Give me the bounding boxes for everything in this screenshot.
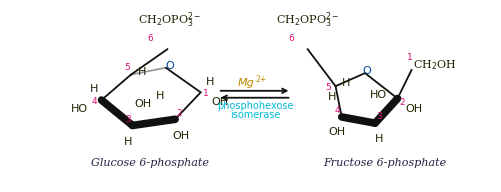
Text: H: H bbox=[90, 84, 98, 94]
Text: Mg: Mg bbox=[238, 78, 255, 88]
Text: H: H bbox=[328, 92, 336, 102]
Text: H: H bbox=[374, 134, 382, 144]
Text: 3: 3 bbox=[125, 115, 131, 124]
Text: H: H bbox=[342, 78, 350, 88]
Text: 3: 3 bbox=[375, 113, 381, 122]
Text: H: H bbox=[155, 91, 163, 101]
Text: OH: OH bbox=[328, 127, 345, 137]
Text: H: H bbox=[137, 67, 146, 77]
Text: H: H bbox=[205, 77, 214, 87]
Text: 1: 1 bbox=[406, 53, 412, 62]
Text: phosphohexose: phosphohexose bbox=[216, 101, 293, 111]
Text: 5: 5 bbox=[325, 83, 331, 92]
Text: CH$_2$OH: CH$_2$OH bbox=[412, 59, 456, 72]
Text: 4: 4 bbox=[334, 106, 340, 115]
Text: 2+: 2+ bbox=[255, 75, 267, 84]
Text: isomerase: isomerase bbox=[229, 110, 280, 120]
Text: H: H bbox=[123, 137, 132, 147]
Text: 2: 2 bbox=[399, 98, 404, 107]
Text: 1: 1 bbox=[203, 89, 208, 98]
Text: CH$_2$OPO$_3^{2-}$: CH$_2$OPO$_3^{2-}$ bbox=[276, 10, 339, 30]
Text: Glucose 6-phosphate: Glucose 6-phosphate bbox=[91, 158, 209, 168]
Text: OH: OH bbox=[404, 104, 421, 114]
Text: OH: OH bbox=[211, 97, 228, 107]
Text: HO: HO bbox=[369, 90, 386, 100]
Text: 5: 5 bbox=[124, 63, 130, 72]
Text: OH: OH bbox=[172, 131, 189, 141]
Text: 6: 6 bbox=[288, 34, 294, 43]
Text: CH$_2$OPO$_3^{2-}$: CH$_2$OPO$_3^{2-}$ bbox=[138, 10, 201, 30]
Text: 6: 6 bbox=[147, 34, 153, 43]
Text: OH: OH bbox=[134, 99, 151, 109]
Text: O: O bbox=[165, 61, 174, 71]
Text: 2: 2 bbox=[176, 109, 181, 118]
Text: Fructose 6-phosphate: Fructose 6-phosphate bbox=[322, 158, 445, 168]
Text: 4: 4 bbox=[92, 97, 97, 106]
Text: O: O bbox=[361, 66, 370, 76]
Text: HO: HO bbox=[70, 104, 87, 114]
